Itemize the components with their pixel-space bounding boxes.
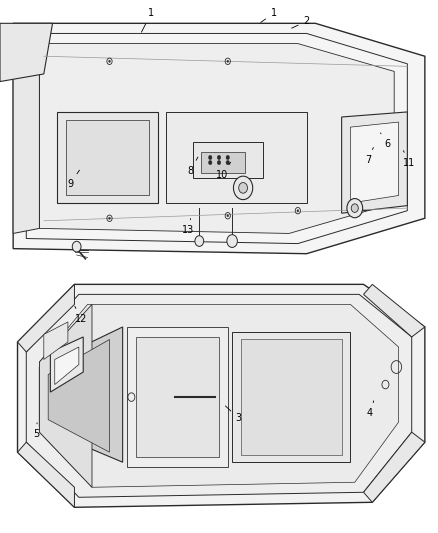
Text: 2: 2 bbox=[292, 17, 310, 28]
Text: 1: 1 bbox=[261, 9, 277, 22]
Text: 3: 3 bbox=[226, 406, 242, 423]
Circle shape bbox=[208, 160, 212, 165]
Text: 5: 5 bbox=[33, 423, 39, 439]
Circle shape bbox=[195, 236, 204, 246]
Circle shape bbox=[227, 235, 237, 247]
Circle shape bbox=[239, 182, 247, 193]
Polygon shape bbox=[364, 285, 425, 337]
Polygon shape bbox=[55, 347, 79, 385]
Circle shape bbox=[351, 204, 358, 212]
Polygon shape bbox=[241, 340, 342, 455]
Polygon shape bbox=[342, 112, 407, 213]
Text: 6: 6 bbox=[380, 133, 391, 149]
Polygon shape bbox=[193, 142, 263, 178]
Text: 4: 4 bbox=[367, 401, 374, 418]
Circle shape bbox=[226, 155, 230, 160]
Text: 8: 8 bbox=[187, 157, 198, 175]
Circle shape bbox=[347, 198, 363, 217]
Polygon shape bbox=[50, 337, 83, 392]
Polygon shape bbox=[39, 44, 394, 233]
Polygon shape bbox=[18, 285, 425, 507]
Polygon shape bbox=[66, 119, 149, 196]
Text: 9: 9 bbox=[67, 170, 79, 189]
Polygon shape bbox=[232, 332, 350, 462]
Circle shape bbox=[297, 209, 299, 212]
Circle shape bbox=[208, 155, 212, 160]
Circle shape bbox=[227, 215, 229, 217]
Polygon shape bbox=[26, 34, 407, 244]
Polygon shape bbox=[136, 337, 219, 457]
Circle shape bbox=[72, 241, 81, 252]
Text: 1: 1 bbox=[141, 9, 154, 32]
Circle shape bbox=[109, 217, 110, 219]
Polygon shape bbox=[13, 23, 425, 254]
Text: 10: 10 bbox=[216, 162, 231, 180]
Polygon shape bbox=[201, 152, 245, 173]
Circle shape bbox=[217, 160, 221, 165]
Circle shape bbox=[226, 160, 230, 165]
Circle shape bbox=[217, 155, 221, 160]
Polygon shape bbox=[39, 327, 123, 462]
Polygon shape bbox=[44, 322, 68, 359]
Circle shape bbox=[227, 60, 229, 62]
Polygon shape bbox=[0, 23, 53, 82]
Text: 7: 7 bbox=[365, 148, 373, 165]
Text: 13: 13 bbox=[182, 219, 194, 235]
Text: 11: 11 bbox=[403, 151, 416, 167]
Polygon shape bbox=[13, 46, 39, 233]
Text: 12: 12 bbox=[75, 306, 87, 324]
Polygon shape bbox=[26, 294, 412, 497]
Polygon shape bbox=[18, 442, 74, 507]
Polygon shape bbox=[364, 432, 425, 502]
Polygon shape bbox=[127, 327, 228, 467]
Polygon shape bbox=[39, 304, 399, 487]
Polygon shape bbox=[39, 304, 92, 487]
Polygon shape bbox=[350, 122, 399, 203]
Circle shape bbox=[109, 60, 110, 62]
Circle shape bbox=[233, 176, 253, 199]
Polygon shape bbox=[18, 285, 74, 352]
Polygon shape bbox=[48, 340, 110, 452]
Polygon shape bbox=[166, 112, 307, 203]
Polygon shape bbox=[57, 112, 158, 203]
